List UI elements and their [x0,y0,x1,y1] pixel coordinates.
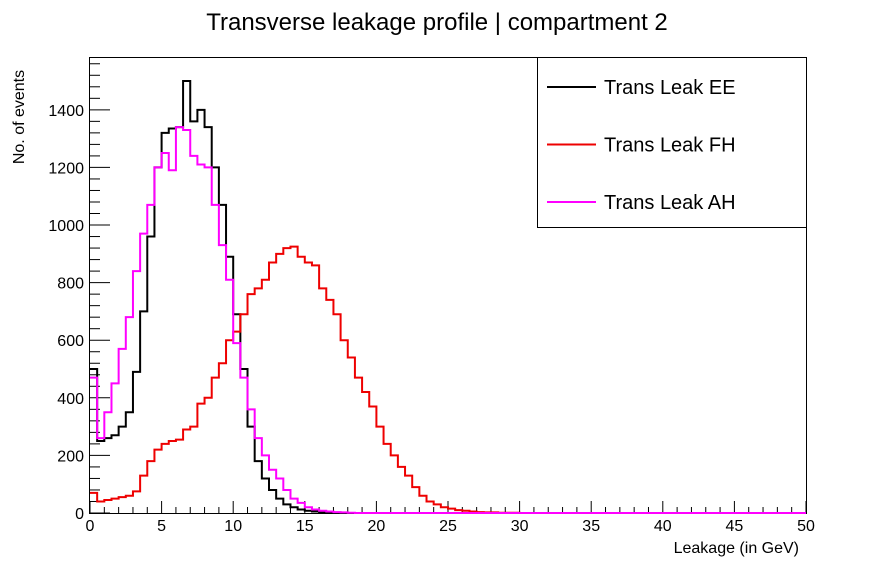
legend-label: Trans Leak EE [604,77,736,99]
y-tick-label: 600 [57,333,84,350]
x-tick-label: 0 [86,518,95,535]
x-tick-label: 45 [726,518,744,535]
axes: 0 5 10 15 20 25 30 35 40 45 50 0 200 400 600 800 1000 120… [48,63,815,535]
series-line-1 [90,245,806,514]
x-tick-label: 5 [157,518,166,535]
y-tick-label: 1200 [48,160,84,177]
legend: Trans Leak EE Trans Leak FH Trans Leak AH [537,57,807,228]
x-tick-label: 15 [296,518,314,535]
x-tick-label: 30 [511,518,529,535]
y-tick-label: 800 [57,276,84,293]
y-tick-label: 0 [75,506,84,523]
y-tick-label: 200 [57,448,84,465]
x-tick-label: 40 [654,518,672,535]
x-tick-label: 35 [582,518,600,535]
y-tick-label: 1400 [48,103,84,120]
y-axis-label: No. of events [11,70,28,164]
legend-box [537,57,807,228]
legend-label: Trans Leak FH [604,135,736,157]
y-tick-label: 1000 [48,218,84,235]
x-tick-label: 20 [368,518,386,535]
x-axis-label: Leakage (in GeV) [674,540,799,557]
series-group [90,80,806,514]
x-tick-label: 10 [224,518,242,535]
legend-label: Trans Leak AH [604,192,736,214]
x-tick-label: 25 [439,518,457,535]
series-line-2 [90,126,806,514]
y-tick-label: 400 [57,391,84,408]
x-tick-label: 50 [797,518,815,535]
chart-title: Transverse leakage profile | compartment… [206,9,668,36]
